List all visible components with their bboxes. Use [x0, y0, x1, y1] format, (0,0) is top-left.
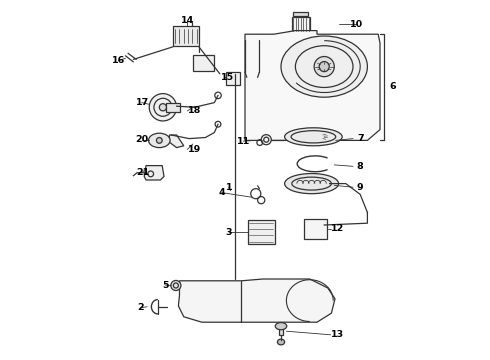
Ellipse shape: [148, 133, 170, 148]
Polygon shape: [170, 135, 184, 148]
Text: 6: 6: [389, 82, 396, 91]
Text: 5: 5: [162, 281, 169, 289]
Text: 8: 8: [357, 162, 364, 171]
Circle shape: [159, 104, 167, 111]
Bar: [293, 12, 308, 16]
Circle shape: [149, 94, 176, 121]
Bar: [279, 326, 283, 335]
Bar: [173, 26, 199, 46]
Polygon shape: [245, 31, 380, 140]
Text: 9: 9: [357, 183, 364, 192]
Circle shape: [156, 138, 162, 143]
Text: 15: 15: [220, 73, 234, 82]
Bar: [303, 219, 327, 239]
Bar: [226, 72, 240, 85]
Circle shape: [261, 135, 271, 145]
Text: 16: 16: [112, 56, 125, 65]
Text: 18: 18: [188, 107, 201, 116]
Circle shape: [319, 62, 329, 72]
Text: 2: 2: [137, 303, 144, 312]
Text: 7: 7: [357, 134, 364, 143]
Bar: [166, 103, 180, 112]
Ellipse shape: [277, 339, 285, 345]
Text: 19: 19: [188, 145, 201, 154]
Text: 14: 14: [181, 17, 194, 26]
Polygon shape: [144, 166, 164, 180]
Text: 13: 13: [331, 330, 343, 339]
Text: 12: 12: [331, 224, 344, 233]
Text: 4: 4: [218, 188, 225, 197]
Text: 3: 3: [225, 228, 232, 237]
Bar: [193, 55, 215, 71]
Text: 11: 11: [237, 137, 250, 146]
Ellipse shape: [281, 36, 368, 97]
Text: 10: 10: [350, 20, 363, 29]
Circle shape: [314, 57, 334, 77]
Text: 21: 21: [136, 168, 149, 177]
Bar: [248, 220, 275, 244]
Ellipse shape: [285, 128, 342, 146]
Ellipse shape: [275, 323, 287, 330]
Polygon shape: [178, 279, 335, 322]
Ellipse shape: [285, 174, 339, 194]
Text: 17: 17: [136, 98, 149, 107]
Bar: [292, 17, 310, 32]
Text: 1: 1: [225, 183, 232, 192]
Text: 20: 20: [135, 135, 148, 144]
Circle shape: [171, 280, 181, 291]
